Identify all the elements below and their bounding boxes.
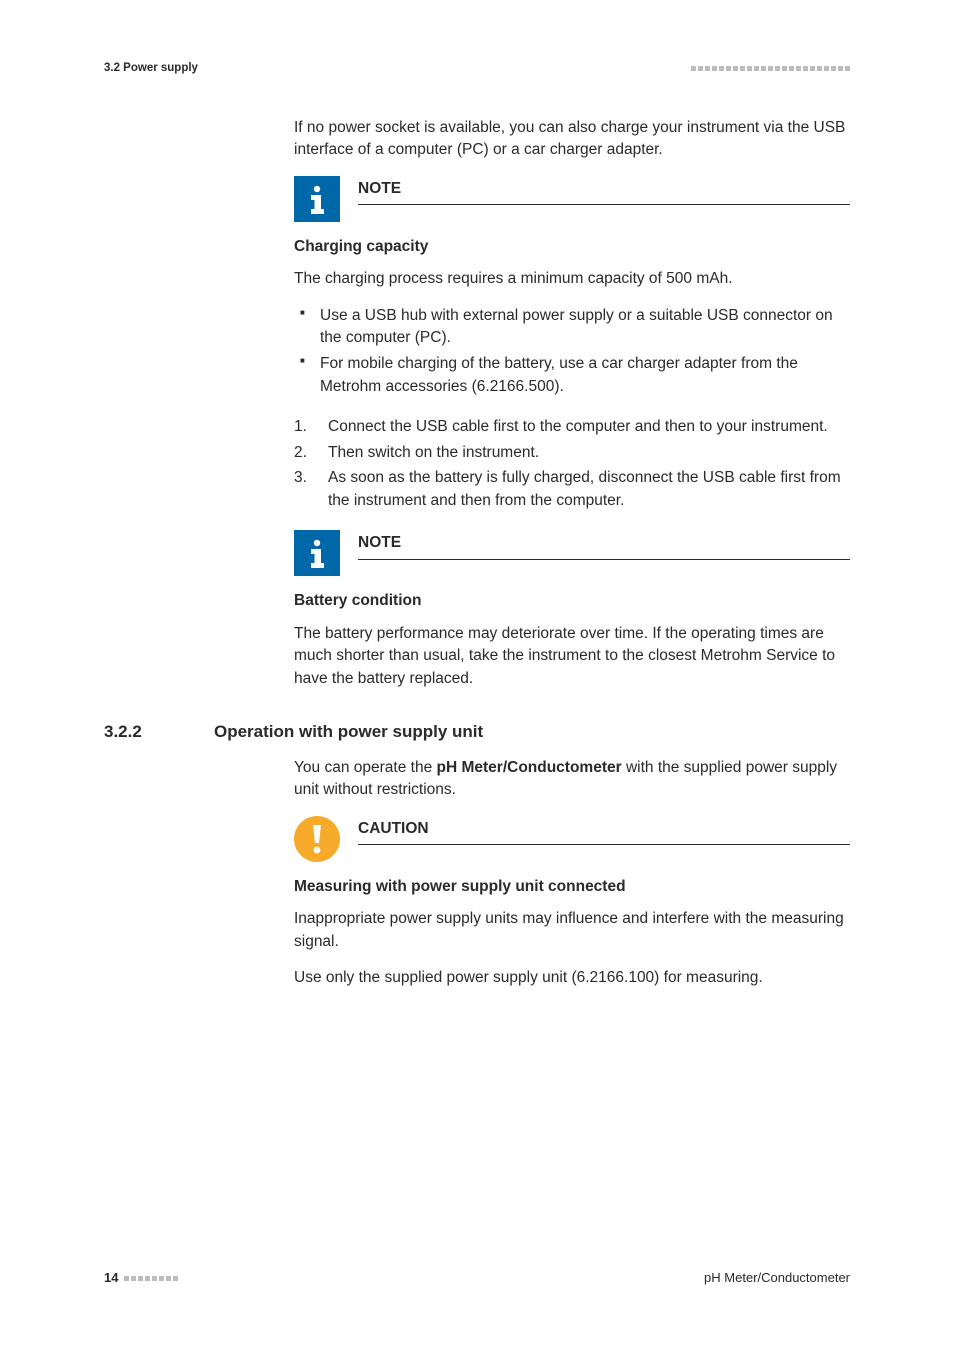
ornament-dot: [761, 66, 766, 71]
caution-header: CAUTION: [294, 816, 850, 862]
ornament-dot: [691, 66, 696, 71]
note-body: The battery performance may deteriorate …: [294, 623, 850, 690]
ornament-dot: [145, 1276, 150, 1281]
step-number: 3.: [294, 467, 314, 512]
note-body: The charging process requires a minimum …: [294, 268, 850, 290]
note-block-battery: NOTE Battery condition The battery perfo…: [294, 530, 850, 690]
step-number: 2.: [294, 442, 314, 464]
ornament-dot: [824, 66, 829, 71]
step-text: Then switch on the instrument.: [328, 442, 539, 464]
note-header: NOTE: [294, 530, 850, 576]
ornament-dot: [733, 66, 738, 71]
info-icon-glyph: [306, 538, 328, 568]
step-text: As soon as the battery is fully charged,…: [328, 467, 850, 512]
ornament-dot: [138, 1276, 143, 1281]
ornament-dot: [131, 1276, 136, 1281]
ornament-dot: [775, 66, 780, 71]
caution-icon-glyph: [312, 824, 322, 854]
ornament-dot: [173, 1276, 178, 1281]
info-icon-glyph: [306, 184, 328, 214]
note-block-charging: NOTE Charging capacity The charging proc…: [294, 176, 850, 399]
note-title-wrap: NOTE: [358, 176, 850, 205]
note-label: NOTE: [358, 532, 850, 559]
note-label: NOTE: [358, 178, 850, 205]
caution-block: CAUTION Measuring with power supply unit…: [294, 816, 850, 990]
note-header: NOTE: [294, 176, 850, 222]
header-ornament-dots: [691, 66, 850, 71]
ornament-dot: [705, 66, 710, 71]
step-number: 1.: [294, 416, 314, 438]
ornament-dot: [726, 66, 731, 71]
note-subheading: Battery condition: [294, 590, 850, 612]
ornament-dot: [817, 66, 822, 71]
note-title-wrap: NOTE: [358, 530, 850, 559]
page-footer: 14 pH Meter/Conductometer: [104, 1269, 850, 1288]
running-header-section: 3.2 Power supply: [104, 60, 198, 77]
ornament-dot: [838, 66, 843, 71]
section-intro: You can operate the pH Meter/Conductomet…: [294, 757, 850, 802]
ornament-dot: [803, 66, 808, 71]
ornament-dot: [831, 66, 836, 71]
ornament-dot: [782, 66, 787, 71]
caution-body-1: Inappropriate power supply units may inf…: [294, 908, 850, 953]
step-item: 3. As soon as the battery is fully charge…: [294, 467, 850, 512]
caution-label: CAUTION: [358, 818, 850, 845]
info-icon: [294, 176, 340, 222]
caution-title-wrap: CAUTION: [358, 816, 850, 845]
footer-ornament-dots: [124, 1276, 178, 1281]
section-title: Operation with power supply unit: [214, 720, 483, 745]
intro-pre: You can operate the: [294, 759, 437, 776]
caution-body-2: Use only the supplied power supply unit …: [294, 967, 850, 989]
bullet-item: For mobile charging of the battery, use …: [294, 353, 850, 398]
ornament-dot: [166, 1276, 171, 1281]
ornament-dot: [698, 66, 703, 71]
intro-bold: pH Meter/Conductometer: [437, 759, 622, 776]
ornament-dot: [712, 66, 717, 71]
caution-subheading: Measuring with power supply unit connect…: [294, 876, 850, 898]
step-item: 1. Connect the USB cable first to the com…: [294, 416, 850, 438]
page-header: 3.2 Power supply: [104, 60, 850, 77]
step-text: Connect the USB cable first to the compu…: [328, 416, 828, 438]
ornament-dot: [796, 66, 801, 71]
ornament-dot: [159, 1276, 164, 1281]
ornament-dot: [747, 66, 752, 71]
ornament-dot: [789, 66, 794, 71]
caution-icon: [294, 816, 340, 862]
section-number: 3.2.2: [104, 720, 164, 745]
step-item: 2. Then switch on the instrument.: [294, 442, 850, 464]
ornament-dot: [845, 66, 850, 71]
ornament-dot: [810, 66, 815, 71]
footer-doc-title: pH Meter/Conductometer: [704, 1269, 850, 1288]
ornament-dot: [740, 66, 745, 71]
ornament-dot: [754, 66, 759, 71]
section-body: You can operate the pH Meter/Conductomet…: [294, 757, 850, 990]
note-bullet-list: Use a USB hub with external power supply…: [294, 305, 850, 399]
page-container: 3.2 Power supply If no power socket is a…: [0, 0, 954, 1350]
page-number-block: 14: [104, 1269, 178, 1288]
info-icon: [294, 530, 340, 576]
intro-paragraph: If no power socket is available, you can…: [294, 117, 850, 162]
main-content: If no power socket is available, you can…: [294, 117, 850, 691]
numbered-steps: 1. Connect the USB cable first to the com…: [294, 416, 850, 512]
page-number: 14: [104, 1269, 118, 1288]
ornament-dot: [152, 1276, 157, 1281]
ornament-dot: [124, 1276, 129, 1281]
note-subheading: Charging capacity: [294, 236, 850, 258]
ornament-dot: [768, 66, 773, 71]
section-heading: 3.2.2 Operation with power supply unit: [104, 720, 850, 745]
ornament-dot: [719, 66, 724, 71]
bullet-item: Use a USB hub with external power supply…: [294, 305, 850, 350]
